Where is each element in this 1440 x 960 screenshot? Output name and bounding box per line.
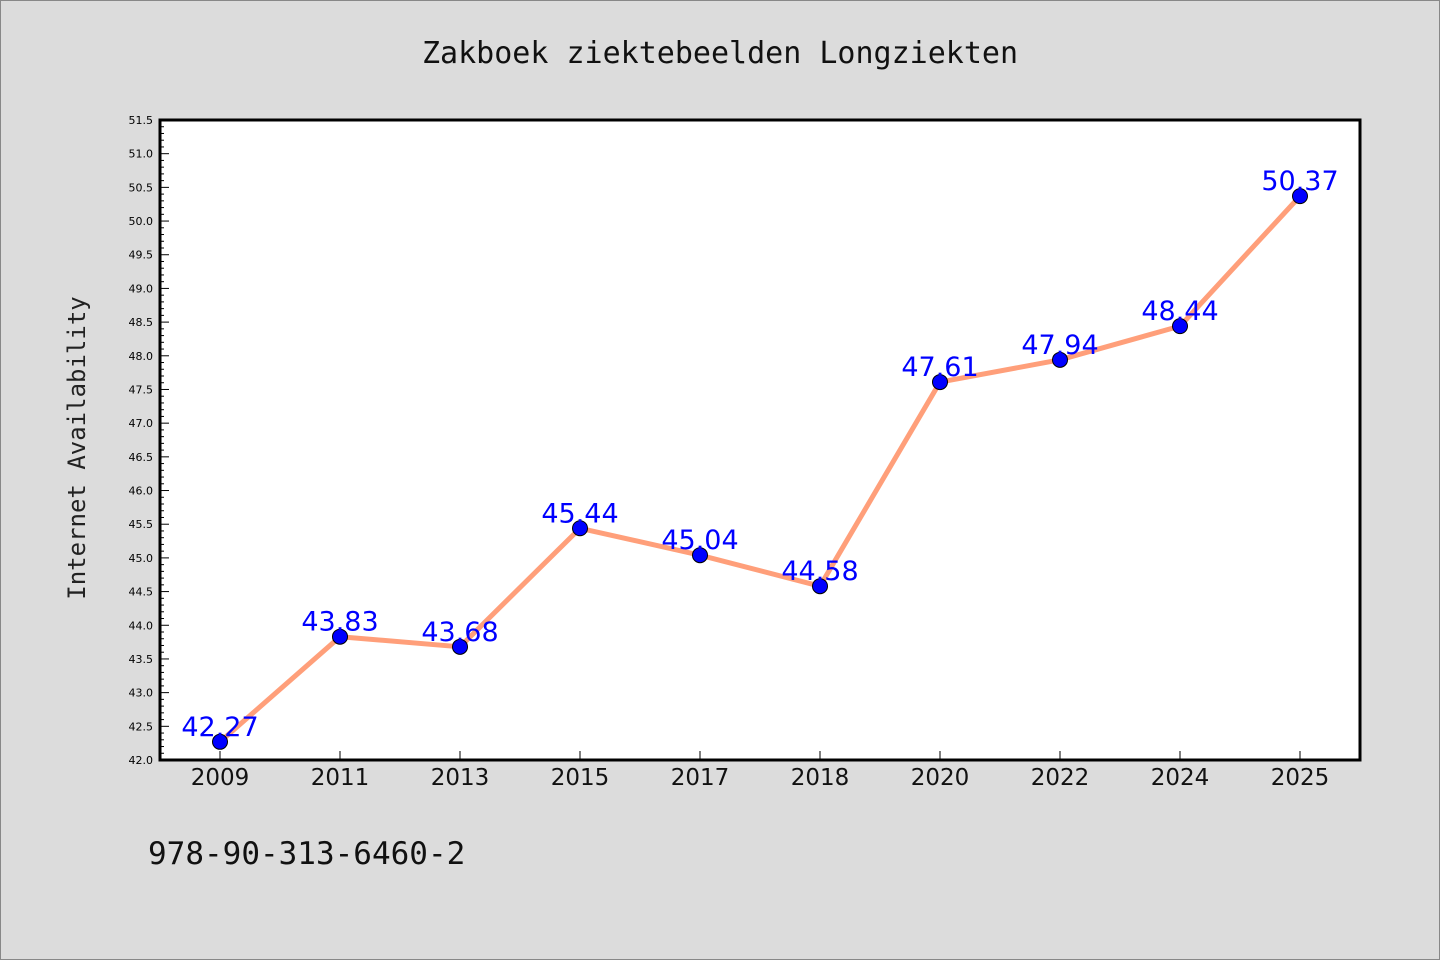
data-label: 43.68	[421, 617, 498, 648]
data-label: 44.58	[781, 556, 858, 587]
x-tick-label: 2011	[311, 765, 370, 791]
y-axis: 42.0 42.5 43.0 43.5 44.0 44.5 45.0 45.5 46.0 46.5…	[129, 114, 169, 767]
x-axis: 2009 2011 2013 2015 2017 2018 2020 2022 2024 2025	[191, 751, 1330, 791]
y-tick-label: 46.5	[129, 451, 154, 464]
x-tick-label: 2024	[1151, 765, 1210, 791]
x-tick-label: 2018	[791, 765, 850, 791]
y-tick-label: 49.0	[129, 282, 154, 295]
x-tick-label: 2020	[911, 765, 970, 791]
series-line	[217, 193, 1303, 745]
y-tick-label: 48.0	[129, 350, 154, 363]
series-layer: 42.27 43.83 43.68 45.44 45.04 44.58 47.61 47.94…	[181, 166, 1339, 750]
data-label: 50.37	[1261, 166, 1338, 197]
data-point	[932, 374, 948, 391]
data-point	[452, 638, 468, 655]
y-tick-label: 47.5	[129, 383, 154, 396]
data-label: 45.44	[541, 498, 618, 529]
data-point	[1052, 351, 1068, 368]
data-label: 43.83	[301, 607, 378, 638]
data-point	[212, 733, 228, 750]
y-axis-label: Internet Availability	[63, 296, 91, 599]
data-point	[1172, 318, 1188, 335]
data-label: 47.61	[901, 352, 978, 383]
data-label: 47.94	[1021, 330, 1098, 361]
data-label: 45.04	[661, 525, 738, 556]
data-label: 42.27	[181, 712, 258, 743]
data-point	[332, 628, 348, 645]
y-tick-label: 44.0	[129, 619, 154, 632]
y-tick-label: 47.0	[129, 417, 154, 430]
x-tick-label: 2025	[1271, 765, 1330, 791]
y-tick-label: 51.0	[129, 148, 154, 161]
x-tick-label: 2013	[431, 765, 490, 791]
x-tick-label: 2017	[671, 765, 730, 791]
x-tick-label: 2009	[191, 765, 250, 791]
y-tick-label: 49.5	[129, 249, 154, 262]
y-tick-label: 48.5	[129, 316, 154, 329]
isbn-text: 978-90-313-6460-2	[148, 836, 465, 872]
y-tick-label: 50.0	[129, 215, 154, 228]
y-tick-label: 43.5	[129, 653, 154, 666]
x-tick-label: 2022	[1031, 765, 1090, 791]
chart-title: Zakboek ziektebeelden Longziekten	[422, 36, 1018, 71]
y-tick-label: 51.5	[129, 114, 154, 127]
y-tick-label: 42.5	[129, 720, 154, 733]
y-tick-label: 45.5	[129, 518, 154, 531]
y-tick-label: 44.5	[129, 586, 154, 599]
x-tick-label: 2015	[551, 765, 610, 791]
data-point	[572, 520, 588, 537]
data-point	[1292, 188, 1308, 205]
data-label: 48.44	[1141, 296, 1218, 327]
y-tick-label: 42.0	[129, 754, 154, 767]
y-tick-label: 50.5	[129, 181, 154, 194]
data-point	[692, 547, 708, 564]
y-tick-label: 46.0	[129, 485, 154, 498]
y-tick-label: 45.0	[129, 552, 154, 565]
data-point	[812, 578, 828, 595]
plot-area	[158, 118, 1362, 762]
y-tick-label: 43.0	[129, 687, 154, 700]
